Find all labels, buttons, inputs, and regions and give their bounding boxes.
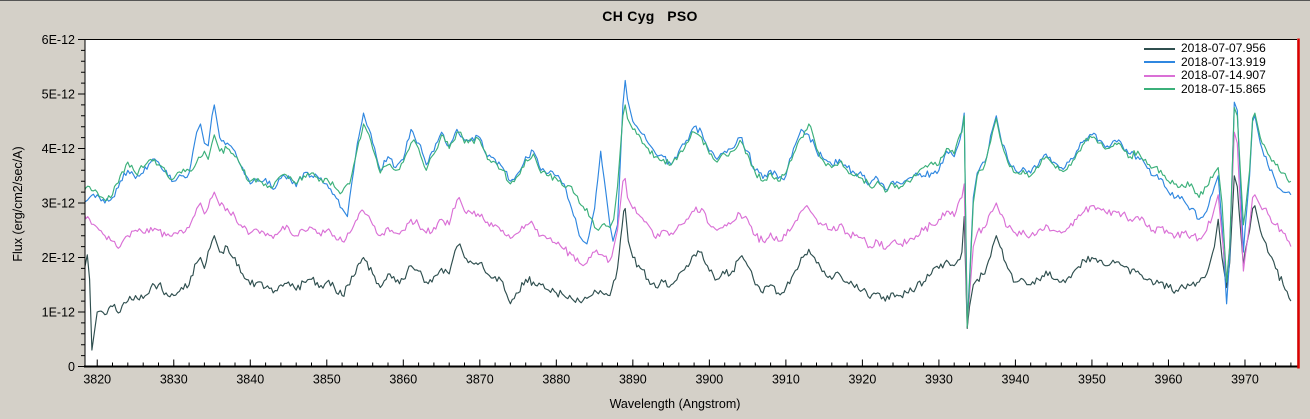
y-tick-label: 5E-12 bbox=[42, 88, 75, 102]
legend-label: 2018-07-13.919 bbox=[1181, 54, 1266, 69]
legend-item: 2018-07-07.956 bbox=[1144, 41, 1266, 56]
chart-title: CH Cyg PSO bbox=[602, 8, 698, 24]
x-tick-label: 3910 bbox=[772, 373, 800, 387]
legend-label: 2018-07-14.907 bbox=[1181, 68, 1266, 82]
plot-area-background bbox=[85, 39, 1297, 367]
x-tick-label: 3950 bbox=[1078, 373, 1106, 387]
y-tick-label: 1E-12 bbox=[42, 306, 75, 320]
x-tick-label: 3890 bbox=[619, 373, 647, 387]
spectrum-line-2018-07-13.919 bbox=[85, 79, 1292, 324]
x-tick-label: 3920 bbox=[848, 373, 876, 387]
legend-line-swatch bbox=[1144, 47, 1175, 50]
x-tick-label: 3970 bbox=[1231, 373, 1259, 387]
x-tick-label: 3900 bbox=[695, 373, 723, 387]
plot-frame bbox=[84, 39, 1297, 367]
legend-label: 2018-07-15.865 bbox=[1181, 81, 1266, 96]
x-tick-label: 3860 bbox=[389, 373, 417, 387]
x-axis-label: Wavelength (Angstrom) bbox=[609, 397, 741, 411]
x-tick-label: 3940 bbox=[1002, 373, 1030, 387]
x-tick-label: 3960 bbox=[1155, 373, 1183, 387]
y-tick-label: 2E-12 bbox=[42, 251, 75, 265]
x-tick-label: 3830 bbox=[160, 373, 188, 387]
x-tick-label: 3930 bbox=[925, 373, 953, 387]
x-tick-label: 3880 bbox=[542, 373, 570, 387]
spectrum-line-2018-07-07.956 bbox=[85, 175, 1292, 351]
x-tick-label: 3820 bbox=[83, 373, 111, 387]
legend-label: 2018-07-07.956 bbox=[1181, 41, 1266, 55]
y-tick-label: 6E-12 bbox=[42, 33, 75, 47]
axis-ticks bbox=[78, 39, 1292, 367]
y-tick-label: 0 bbox=[68, 360, 75, 374]
legend-line-swatch bbox=[1144, 88, 1175, 91]
spectrum-line-2018-07-15.865 bbox=[85, 104, 1292, 328]
legend: 2018-07-07.956 2018-07-13.919 2018-07-14.9… bbox=[1144, 41, 1266, 97]
legend-line-swatch bbox=[1144, 74, 1175, 77]
legend-item: 2018-07-13.919 bbox=[1144, 54, 1266, 70]
spectrum-line-2018-07-14.907 bbox=[85, 131, 1292, 327]
legend-item: 2018-07-15.865 bbox=[1144, 81, 1266, 97]
y-axis-label: Flux (erg/cm2/sec/A) bbox=[11, 146, 25, 262]
x-tick-label: 3850 bbox=[313, 373, 341, 387]
y-tick-label: 4E-12 bbox=[42, 142, 75, 156]
y-tick-label: 3E-12 bbox=[42, 197, 75, 211]
legend-item: 2018-07-14.907 bbox=[1144, 68, 1266, 83]
x-tick-label: 3840 bbox=[236, 373, 264, 387]
legend-line-swatch bbox=[1144, 61, 1175, 64]
x-tick-label: 3870 bbox=[466, 373, 494, 387]
